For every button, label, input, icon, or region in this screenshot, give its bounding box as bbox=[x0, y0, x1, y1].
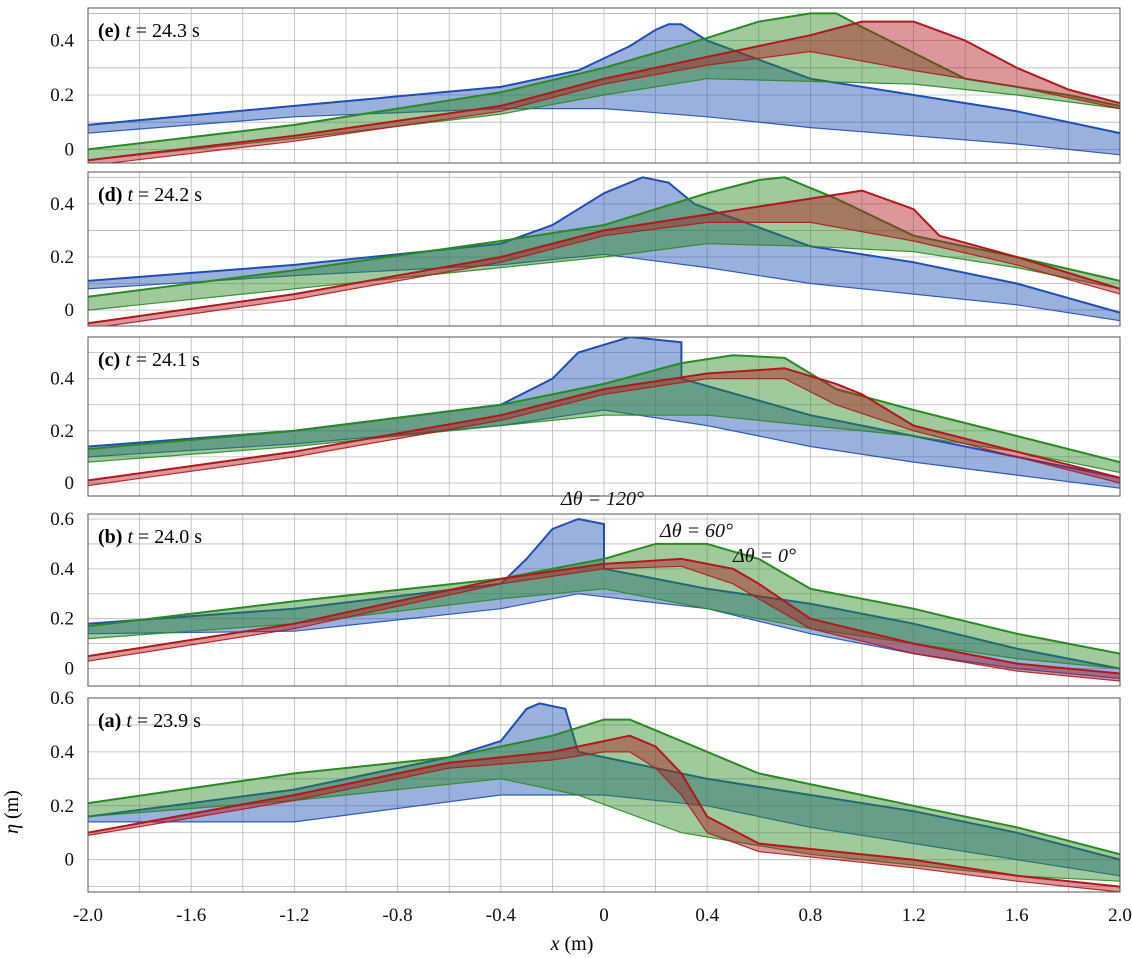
series-blue-crest bbox=[88, 23, 1120, 135]
series-green-crest bbox=[88, 542, 1120, 655]
time-var: t bbox=[127, 184, 133, 206]
x-tick-label: 2.0 bbox=[1108, 905, 1132, 926]
panel-b-data bbox=[88, 518, 1120, 682]
x-tick-label: 1.2 bbox=[902, 905, 926, 926]
series-red-crest bbox=[88, 367, 1120, 482]
series-green-crest bbox=[88, 176, 1120, 298]
y-tick-label: 0.2 bbox=[50, 796, 74, 817]
y-tick-label: 0.6 bbox=[50, 688, 74, 709]
x-tick-label: -2.0 bbox=[73, 905, 103, 926]
series-red-crest bbox=[88, 734, 1120, 888]
annotation-delta-60: Δθ = 60° bbox=[659, 520, 733, 542]
panel-d-label: (d) t = 24.2 s bbox=[98, 184, 202, 206]
panel-letter: (a) bbox=[98, 710, 126, 732]
y-tick-label: 0.4 bbox=[50, 742, 74, 763]
panel-d: 0 0.2 0.4 (d) t = 24.2 s bbox=[50, 171, 1121, 327]
panel-d-data bbox=[88, 176, 1120, 326]
x-tick-label: -1.6 bbox=[176, 905, 206, 926]
y-tick-label: 0.6 bbox=[50, 509, 74, 530]
series-red-crest bbox=[88, 189, 1120, 325]
y-tick-label: 0.4 bbox=[50, 194, 74, 215]
panel-a: 0 0.2 0.4 0.6 (a) t = 23.9 s bbox=[50, 688, 1121, 893]
panel-e: 0 0.2 0.4 (e) t = 24.3 s bbox=[50, 7, 1121, 164]
x-tick-label: 0.4 bbox=[695, 905, 719, 926]
series-green-crest bbox=[88, 354, 1120, 464]
x-tick-label: -0.4 bbox=[486, 905, 517, 926]
series-green-crest bbox=[88, 718, 1120, 856]
panel-letter: (c) bbox=[98, 349, 125, 371]
panel-a-label: (a) t = 23.9 s bbox=[98, 710, 201, 732]
x-axis-var: x bbox=[550, 933, 560, 955]
y-tick-label: 0 bbox=[65, 850, 75, 871]
time-var: t bbox=[125, 349, 131, 371]
y-tick-label: 0.2 bbox=[50, 247, 74, 268]
panel-b: 0 0.2 0.4 0.6 (b) t = 24.0 s bbox=[50, 509, 1121, 687]
x-tick-label: 1.6 bbox=[1005, 905, 1029, 926]
y-tick-label: 0 bbox=[65, 659, 75, 680]
time-value: = 24.2 s bbox=[133, 184, 202, 206]
panel-letter: (b) bbox=[98, 526, 127, 548]
time-value: = 24.0 s bbox=[133, 526, 202, 548]
panels-group: 0 0.2 0.4 (e) t = 24.3 s 0 0.2 0.4 (d) t = 24.2… bbox=[50, 7, 1132, 926]
x-tick-label: -0.8 bbox=[383, 905, 413, 926]
panel-e-data bbox=[88, 12, 1120, 163]
panel-letter: (d) bbox=[98, 184, 127, 206]
y-tick-label: 0.4 bbox=[50, 369, 74, 390]
time-value: = 24.1 s bbox=[131, 349, 200, 371]
time-var: t bbox=[126, 710, 132, 732]
y-tick-label: 0.4 bbox=[50, 31, 74, 52]
x-axis-label: x (m) bbox=[550, 933, 594, 955]
panel-b-label: (b) t = 24.0 s bbox=[98, 526, 202, 548]
x-tick-label: 0.8 bbox=[799, 905, 823, 926]
y-axis-label: η (m) bbox=[1, 790, 23, 834]
panel-d-frame bbox=[87, 171, 1121, 327]
time-value: = 24.3 s bbox=[131, 20, 200, 42]
series-blue-crest bbox=[88, 176, 1120, 314]
panel-letter: (e) bbox=[98, 20, 125, 42]
y-axis-var: η bbox=[1, 824, 23, 834]
x-tick-label: 0 bbox=[599, 905, 609, 926]
panel-c: 0 0.2 0.4 (c) t = 24.1 s bbox=[50, 336, 1121, 497]
time-var: t bbox=[127, 526, 133, 548]
y-tick-label: 0.2 bbox=[50, 609, 74, 630]
panel-e-label: (e) t = 24.3 s bbox=[98, 20, 200, 42]
y-tick-label: 0 bbox=[65, 300, 75, 321]
y-tick-label: 0 bbox=[65, 139, 75, 160]
delta-theta-annotations: Δθ = 120° Δθ = 60° Δθ = 0° bbox=[560, 488, 796, 567]
series-red-crest bbox=[88, 20, 1120, 162]
panel-c-label: (c) t = 24.1 s bbox=[98, 349, 200, 371]
panel-a-frame bbox=[87, 697, 1121, 893]
panel-c-data bbox=[88, 337, 1120, 489]
annotation-delta-0: Δθ = 0° bbox=[732, 545, 796, 567]
time-value: = 23.9 s bbox=[132, 710, 201, 732]
y-tick-label: 0.2 bbox=[50, 421, 74, 442]
x-tick-label: -1.2 bbox=[279, 905, 309, 926]
y-tick-label: 0 bbox=[65, 473, 75, 494]
series-red-crest bbox=[88, 557, 1120, 675]
panel-a-data bbox=[88, 702, 1120, 892]
panel-e-frame bbox=[87, 7, 1121, 164]
x-axis-unit: (m) bbox=[560, 933, 594, 955]
panel-c-frame bbox=[87, 336, 1121, 497]
y-tick-label: 0.4 bbox=[50, 559, 74, 580]
panel-b-frame bbox=[87, 513, 1121, 687]
y-axis-unit: (m) bbox=[1, 790, 23, 824]
y-tick-label: 0.2 bbox=[50, 85, 74, 106]
annotation-delta-120: Δθ = 120° bbox=[560, 488, 644, 510]
time-var: t bbox=[125, 20, 131, 42]
